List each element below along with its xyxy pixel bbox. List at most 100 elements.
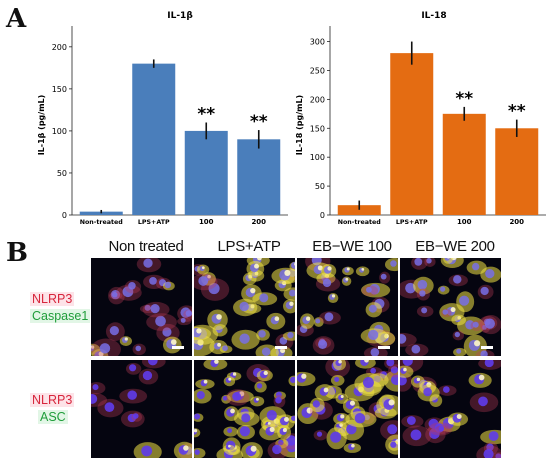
cell-nucleus — [316, 431, 323, 437]
cell-nucleus — [459, 295, 470, 306]
cell-nucleus — [109, 326, 119, 336]
bar — [390, 53, 434, 215]
panel-letter-a: A — [6, 4, 27, 34]
x-tick-label: 100 — [199, 218, 214, 226]
cell-nucleus — [288, 289, 295, 297]
cell-nucleus — [390, 260, 397, 267]
cell-speck — [257, 258, 262, 261]
cell-nucleus — [266, 409, 277, 421]
cell-speck — [351, 443, 355, 448]
x-tick-label: Non-treated — [80, 219, 123, 226]
y-axis-label: IL-18 (pg/mL) — [295, 95, 304, 155]
cell-nucleus — [324, 312, 334, 322]
il18-chart: IL-18 IL-18 (pg/mL) 0 50 100 150 200 250 300 No… — [295, 11, 546, 226]
cell-nucleus — [390, 441, 397, 448]
cell-nucleus — [275, 391, 282, 398]
microscopy-image — [400, 258, 501, 356]
y-tick-label: 200 — [52, 43, 67, 52]
bar — [442, 113, 486, 215]
significance-marker: ** — [508, 102, 526, 122]
cell-speck — [194, 428, 198, 433]
bar — [184, 130, 228, 215]
cell-nucleus — [484, 318, 495, 329]
cell-speck — [203, 379, 208, 384]
stain-label-caspase1: Caspase1 — [30, 309, 91, 323]
cell-nucleus — [291, 415, 295, 421]
cell-speck — [170, 339, 177, 345]
cell-nucleus — [155, 315, 166, 327]
row-label-asc: NLRP3 ASC — [30, 392, 75, 426]
cell-nucleus — [414, 258, 423, 266]
column-header-ebwe-100: EB−WE 100 — [312, 238, 392, 255]
cell-nucleus — [241, 413, 251, 423]
cell-nucleus — [346, 423, 357, 435]
cell-nucleus — [128, 282, 136, 290]
cell-speck — [284, 269, 291, 276]
cell-speck — [338, 360, 342, 364]
cell-nucleus — [440, 286, 446, 292]
cell-nucleus — [380, 273, 387, 280]
cell-nucleus — [149, 276, 157, 285]
cell-nucleus — [164, 281, 172, 289]
microscopy-image — [297, 360, 398, 458]
cell-nucleus — [478, 396, 488, 407]
cell-speck — [256, 397, 259, 401]
significance-marker: ** — [197, 105, 215, 125]
cell-nucleus — [135, 345, 142, 352]
y-tick-label: 0 — [320, 211, 325, 220]
cell-nucleus — [104, 402, 115, 413]
stain-label-nlrp3: NLRP3 — [30, 292, 75, 306]
cell-nucleus — [312, 400, 320, 408]
microscopy-image — [400, 360, 501, 458]
cell-nucleus — [367, 329, 379, 341]
cell-speck — [274, 316, 280, 322]
cell-speck — [196, 328, 202, 334]
cell-nucleus — [456, 348, 462, 354]
x-tick-label: 200 — [251, 218, 266, 226]
x-tick-label: LPS+ATP — [138, 219, 170, 226]
microscopy-image — [297, 258, 398, 356]
cell-nucleus — [472, 321, 479, 328]
cell-nucleus — [318, 339, 328, 349]
cell-nucleus — [334, 376, 340, 382]
cell-nucleus — [454, 331, 461, 338]
scale-bar — [172, 346, 184, 349]
bar — [495, 128, 539, 215]
cell-nucleus — [198, 276, 209, 286]
significance-marker: ** — [455, 89, 473, 109]
cell-speck — [124, 337, 128, 341]
y-tick-label: 50 — [57, 169, 67, 178]
y-tick-label: 250 — [310, 66, 325, 75]
cell-speck — [282, 428, 287, 433]
y-tick-label: 100 — [310, 153, 325, 162]
cell-nucleus — [390, 366, 398, 374]
cell-nucleus — [142, 370, 153, 381]
row-label-caspase: NLRP3 Caspase1 — [30, 291, 91, 325]
cell-nucleus — [366, 286, 372, 293]
panel-letter-b: B — [6, 238, 28, 268]
cell-speck — [230, 408, 235, 414]
cell-nucleus — [488, 431, 499, 441]
cell-nucleus — [278, 439, 284, 446]
cell-speck — [478, 374, 485, 381]
cell-nucleus — [196, 391, 205, 400]
cell-speck — [474, 340, 481, 347]
y-tick-label: 150 — [310, 124, 325, 133]
scale-bar — [275, 346, 287, 349]
cell-speck — [416, 377, 421, 382]
y-axis-label: IL-1β (pg/mL) — [37, 95, 46, 156]
cell-nucleus — [132, 413, 139, 419]
cell-nucleus — [386, 360, 395, 367]
cell-speck — [349, 400, 356, 406]
cell-nucleus — [180, 317, 186, 323]
cell-nucleus — [465, 320, 475, 330]
cell-nucleus — [143, 258, 153, 268]
cell-nucleus — [194, 449, 200, 455]
cell-speck — [91, 345, 95, 349]
cell-nucleus — [144, 304, 151, 311]
stain-label-nlrp3: NLRP3 — [30, 393, 75, 407]
cell-nucleus — [330, 431, 342, 443]
cell-nucleus — [370, 367, 377, 374]
cell-speck — [305, 316, 311, 321]
y-tick-label: 50 — [315, 182, 325, 191]
